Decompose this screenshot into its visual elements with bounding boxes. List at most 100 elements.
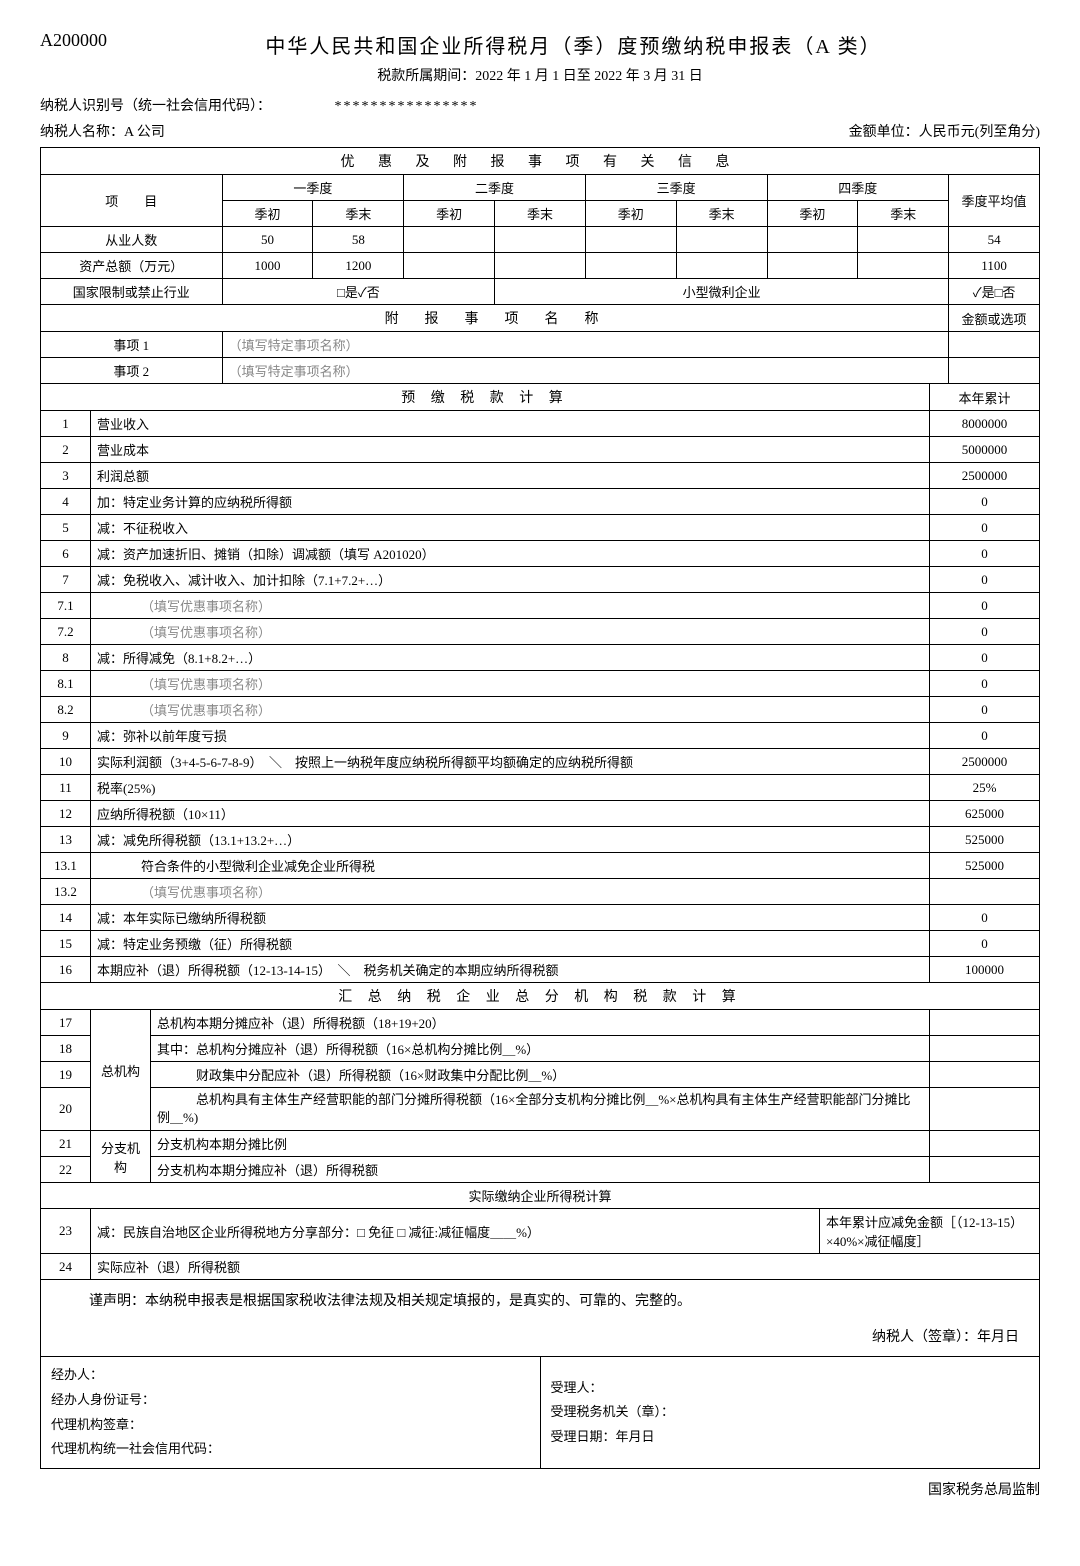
row-label: 营业成本	[91, 437, 930, 463]
row-value: 0	[930, 541, 1040, 567]
row-value: 0	[930, 567, 1040, 593]
row-number: 13.1	[41, 853, 91, 879]
row-label: 实际利润额（3+4-5-6-7-8-9） ＼ 按照上一纳税年度应纳税所得额平均额…	[91, 749, 930, 775]
small-profit-label: 小型微利企业	[495, 279, 949, 305]
row-label: （填写优惠事项名称）	[91, 619, 930, 645]
row-number: 14	[41, 905, 91, 931]
preferential-info-table: 优 惠 及 附 报 事 项 有 关 信 息 项 目 一季度 二季度 三季度 四季…	[40, 147, 1040, 384]
row-number: 15	[41, 931, 91, 957]
declaration-block: 谨声明：本纳税申报表是根据国家税收法律法规及相关规定填报的，是真实的、可靠的、完…	[40, 1280, 1040, 1357]
agency-code: 代理机构统一社会信用代码：	[51, 1437, 530, 1462]
small-profit-opt: ✓是□否	[949, 279, 1040, 305]
row-label: 减：弥补以前年度亏损	[91, 723, 930, 749]
row-number: 13.2	[41, 879, 91, 905]
section-a-title: 优 惠 及 附 报 事 项 有 关 信 息	[41, 148, 1040, 175]
row-label: 减：资产加速折旧、摊销（扣除）调减额（填写 A201020）	[91, 541, 930, 567]
row-label: 税率(25%)	[91, 775, 930, 801]
row-label: （填写优惠事项名称）	[91, 593, 930, 619]
row-value: 0	[930, 723, 1040, 749]
main-title: 中华人民共和国企业所得税月（季）度预缴纳税申报表（A 类）	[265, 30, 881, 59]
q3-header: 三季度	[585, 175, 767, 201]
row-label: 营业收入	[91, 411, 930, 437]
row-label: 减：特定业务预缴（征）所得税额	[91, 931, 930, 957]
section-d-title: 实际缴纳企业所得税计算	[41, 1183, 1040, 1209]
row-value: 0	[930, 671, 1040, 697]
consolidated-table: 汇 总 纳 税 企 业 总 分 机 构 税 款 计 算 17 总机构 总机构本期…	[40, 983, 1040, 1183]
assets-label: 资产总额（万元）	[41, 253, 223, 279]
row-number: 6	[41, 541, 91, 567]
item-header: 项 目	[41, 175, 223, 227]
hq-label: 总机构	[91, 1010, 151, 1131]
form-code: A200000	[40, 30, 107, 51]
attach-title: 附 报 事 项 名 称	[41, 305, 949, 332]
row-label: 减：本年实际已缴纳所得税额	[91, 905, 930, 931]
row-value: 0	[930, 931, 1040, 957]
agent-name: 经办人：	[51, 1363, 530, 1388]
row-value: 0	[930, 697, 1040, 723]
taxpayer-name-label: 纳税人名称：	[40, 125, 124, 140]
row-value	[930, 879, 1040, 905]
restricted-industry-label: 国家限制或禁止行业	[41, 279, 223, 305]
row-label: 减：不征税收入	[91, 515, 930, 541]
row-number: 8	[41, 645, 91, 671]
item1-label: 事项 1	[41, 332, 223, 358]
agent-id: 经办人身份证号：	[51, 1388, 530, 1413]
row-label: 加：特定业务计算的应纳税所得额	[91, 489, 930, 515]
row-label: 符合条件的小型微利企业减免企业所得税	[91, 853, 930, 879]
row-number: 8.1	[41, 671, 91, 697]
row-label: （填写优惠事项名称）	[91, 697, 930, 723]
receiver-office: 受理税务机关（章）：	[551, 1400, 1030, 1425]
row-value: 5000000	[930, 437, 1040, 463]
row-label: 利润总额	[91, 463, 930, 489]
row-number: 16	[41, 957, 91, 983]
q4-header: 四季度	[767, 175, 949, 201]
signature-table: 经办人： 经办人身份证号： 代理机构签章： 代理机构统一社会信用代码： 受理人：…	[40, 1357, 1040, 1469]
supervise-text: 国家税务总局监制	[40, 1479, 1040, 1499]
receiver-name: 受理人：	[551, 1376, 1030, 1401]
row-value: 100000	[930, 957, 1040, 983]
section-b-title: 预 缴 税 款 计 算	[41, 384, 930, 411]
prepay-calc-table: 预 缴 税 款 计 算 本年累计 1营业收入80000002营业成本500000…	[40, 384, 1040, 983]
row-value: 0	[930, 619, 1040, 645]
row-number: 7.2	[41, 619, 91, 645]
row-number: 2	[41, 437, 91, 463]
q1-header: 一季度	[222, 175, 404, 201]
taxpayer-id-value: ****************	[335, 99, 479, 114]
row-number: 9	[41, 723, 91, 749]
row-value: 25%	[930, 775, 1040, 801]
row-label: 减：所得减免（8.1+8.2+…）	[91, 645, 930, 671]
agency-seal: 代理机构签章：	[51, 1413, 530, 1438]
row-number: 12	[41, 801, 91, 827]
ytd-header: 本年累计	[930, 384, 1040, 411]
row-number: 10	[41, 749, 91, 775]
attach-amount-label: 金额或选项	[949, 305, 1040, 332]
actual-payment-table: 实际缴纳企业所得税计算 23 减：民族自治地区企业所得税地方分享部分：□ 免征 …	[40, 1183, 1040, 1280]
row-label: 应纳所得税额（10×11）	[91, 801, 930, 827]
declaration-sign: 纳税人（签章）：年月日	[61, 1326, 1019, 1346]
row-label: 本期应补（退）所得税额（12-13-14-15） ＼ 税务机关确定的本期应纳所得…	[91, 957, 930, 983]
row-number: 4	[41, 489, 91, 515]
row-number: 13	[41, 827, 91, 853]
branch-label: 分支机构	[91, 1131, 151, 1183]
row-label: （填写优惠事项名称）	[91, 879, 930, 905]
row-number: 1	[41, 411, 91, 437]
row-value: 0	[930, 515, 1040, 541]
row-number: 11	[41, 775, 91, 801]
row-value: 0	[930, 905, 1040, 931]
section-c-title: 汇 总 纳 税 企 业 总 分 机 构 税 款 计 算	[41, 983, 1040, 1010]
row-value: 525000	[930, 853, 1040, 879]
declaration-text: 谨声明：本纳税申报表是根据国家税收法律法规及相关规定填报的，是真实的、可靠的、完…	[61, 1290, 1019, 1310]
currency-unit: 金额单位：人民币元(列至角分)	[849, 121, 1040, 141]
row-number: 8.2	[41, 697, 91, 723]
q2-header: 二季度	[404, 175, 586, 201]
row-value: 0	[930, 645, 1040, 671]
row-label: 减：减免所得税额（13.1+13.2+…）	[91, 827, 930, 853]
row-value: 0	[930, 593, 1040, 619]
taxpayer-id-label: 纳税人识别号（统一社会信用代码）：	[40, 99, 271, 114]
row-value: 625000	[930, 801, 1040, 827]
row-label: （填写优惠事项名称）	[91, 671, 930, 697]
row-value: 8000000	[930, 411, 1040, 437]
avg-header: 季度平均值	[949, 175, 1040, 227]
row-number: 7	[41, 567, 91, 593]
receive-date: 受理日期：年月日	[551, 1425, 1030, 1450]
